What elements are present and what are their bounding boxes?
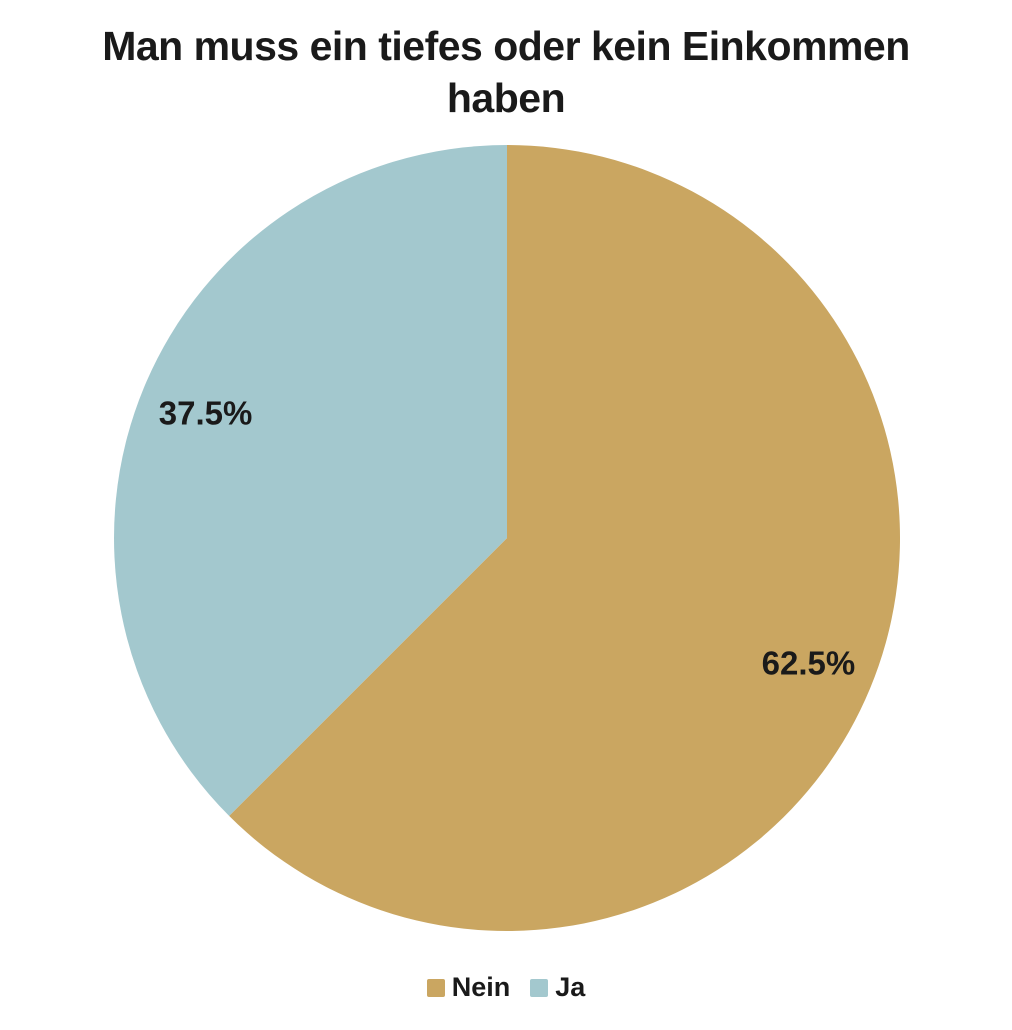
legend-label-nein: Nein (451, 972, 511, 1002)
chart-title: Man muss ein tiefes oder kein Einkommen … (0, 20, 1012, 124)
chart-title-line-2: haben (446, 75, 566, 121)
pie-slice-label-ja: 37.5% (159, 395, 253, 432)
legend-swatch-ja (530, 978, 549, 997)
legend-swatch-nein (426, 978, 445, 997)
chart-title-line-1: Man muss ein tiefes oder kein Einkommen (102, 23, 910, 69)
pie-slice-ja (114, 145, 507, 816)
legend: Nein Ja (0, 972, 1012, 1003)
legend-label-ja: Ja (555, 972, 586, 1002)
legend-item-ja: Ja (530, 972, 585, 1003)
legend-item-nein: Nein (426, 972, 511, 1003)
pie-slice-nein (229, 145, 901, 931)
pie-slice-label-nein: 62.5% (762, 644, 856, 681)
